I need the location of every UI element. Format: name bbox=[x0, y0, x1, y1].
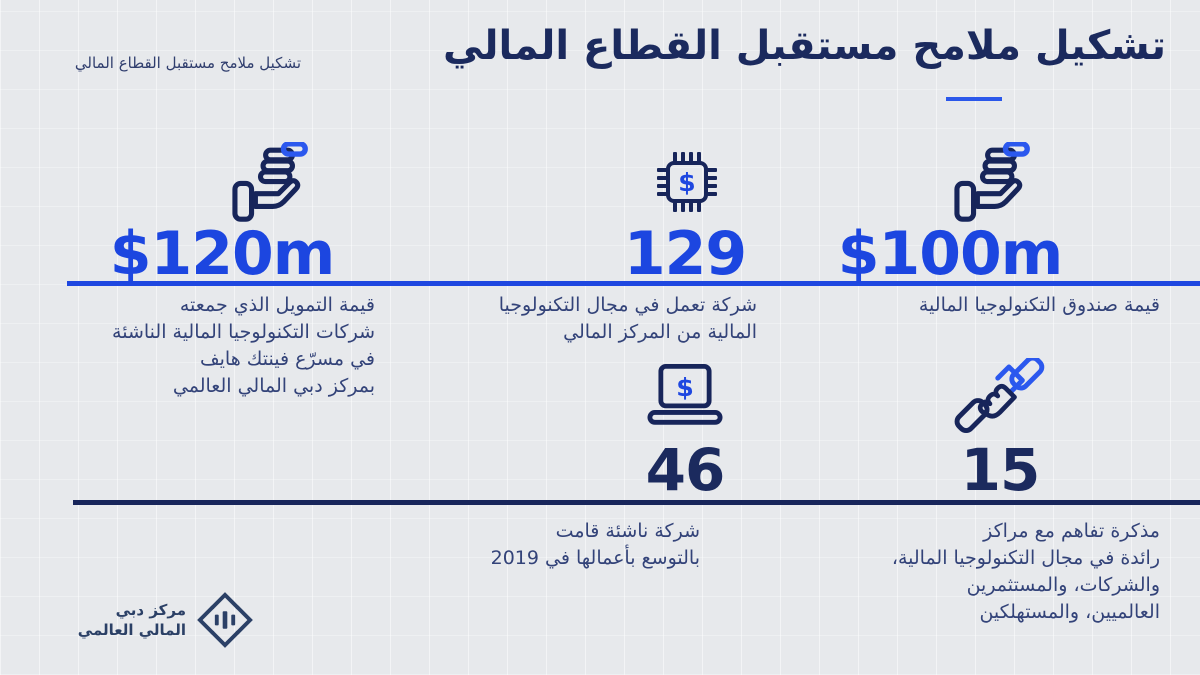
stat-caption-startups: شركة ناشئة قامت بالتوسع بأعمالها في 2019 bbox=[490, 520, 700, 569]
difc-logo-text: مركز دبي المالي العالمي bbox=[40, 600, 186, 640]
stat-value-mou: 15 bbox=[960, 436, 1041, 504]
difc-logo-line1: مركز دبي bbox=[115, 601, 186, 619]
page-title: تشكيل ملامح مستقبل القطاع المالي bbox=[443, 23, 1166, 69]
difc-diamond-icon bbox=[196, 591, 254, 649]
stat-value-companies: 129 bbox=[623, 219, 747, 289]
stat-value-funding: $120m bbox=[109, 219, 336, 289]
row1-divider-line bbox=[67, 281, 1200, 286]
svg-text:$: $ bbox=[678, 168, 695, 197]
handshake-icon bbox=[950, 358, 1050, 434]
row2-divider-line bbox=[73, 500, 1200, 505]
coins-in-hand-icon bbox=[948, 142, 1040, 230]
title-underline bbox=[946, 97, 1002, 101]
chip-dollar-icon: $ bbox=[650, 146, 724, 218]
watermark-title: تشكيل ملامح مستقبل القطاع المالي bbox=[74, 54, 301, 72]
stat-value-startups: 46 bbox=[645, 436, 726, 504]
coins-in-hand-icon bbox=[226, 142, 318, 230]
stat-caption-fund: قيمة صندوق التكنولوجيا المالية bbox=[918, 294, 1160, 316]
svg-text:$: $ bbox=[676, 373, 694, 402]
difc-logo: مركز دبي المالي العالمي bbox=[40, 591, 254, 649]
difc-logo-line2: المالي العالمي bbox=[77, 621, 186, 639]
stat-caption-funding: قيمة التمويل الذي جمعته شركات التكنولوجي… bbox=[112, 294, 375, 397]
stat-value-fund: $100m bbox=[837, 219, 1064, 289]
stat-caption-mou: مذكرة تفاهم مع مراكز رائدة في مجال التكن… bbox=[891, 520, 1160, 623]
laptop-dollar-icon: $ bbox=[630, 362, 740, 430]
stat-caption-companies: شركة تعمل في مجال التكنولوجيا المالية من… bbox=[498, 294, 757, 343]
